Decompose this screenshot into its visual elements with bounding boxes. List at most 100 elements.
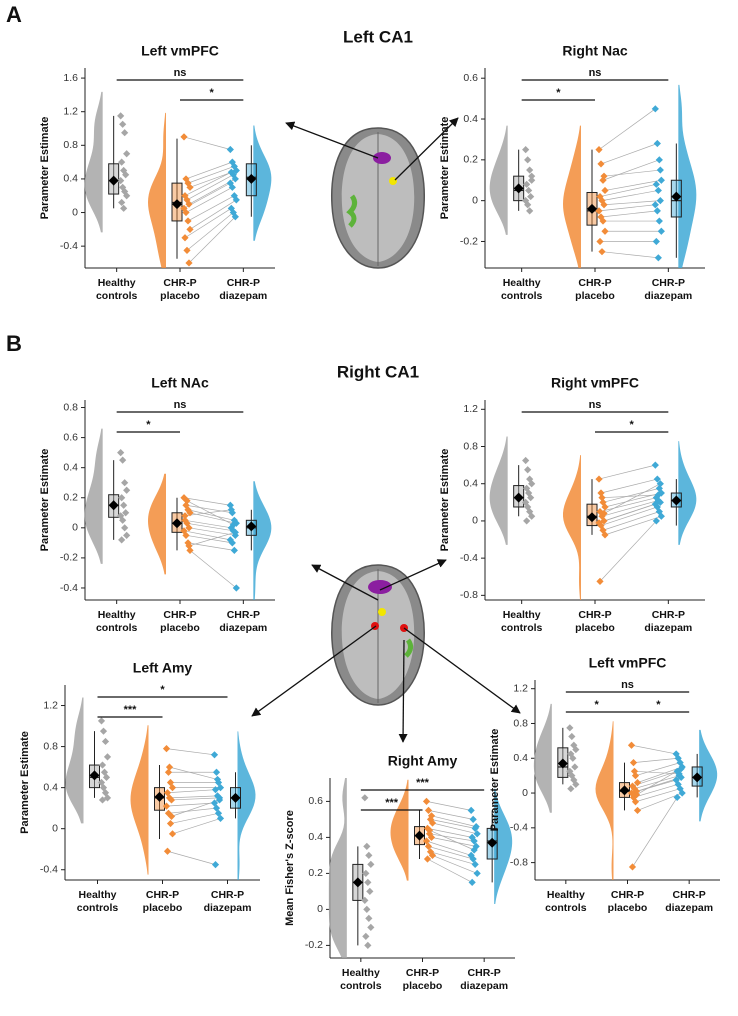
y-tick-label: 0.6 [63,431,78,443]
point [213,775,222,784]
point [657,227,665,235]
point [118,198,126,207]
point [601,227,609,235]
mean [89,770,100,781]
point [103,753,112,761]
point [117,177,125,185]
point [120,501,128,509]
point [528,512,536,520]
y-tick-label: 0.4 [513,752,528,764]
paired-line [189,512,237,524]
point [180,494,188,502]
point [362,932,370,940]
y-tick-label: -0.4 [60,240,78,252]
paired-line [599,497,657,512]
point [526,207,534,215]
point [627,789,636,797]
point [523,484,531,492]
brain-image [331,564,425,706]
paired-line [598,204,656,212]
point [166,819,175,828]
point [183,497,191,505]
x-tick-label: CHR-P [468,967,501,979]
y-tick-label: 0.8 [513,717,528,729]
chart-title: Right Nac [562,43,628,59]
mean [352,877,363,888]
paired-line [167,789,216,794]
violin [563,125,581,268]
paired-line [637,792,683,811]
paired-line [599,520,657,582]
mean [587,203,597,214]
paired-line [185,534,233,544]
violin [563,455,581,600]
point [232,584,240,592]
y-tick-label: -0.8 [460,589,478,601]
point [653,503,661,511]
y-tick-label: -0.4 [460,552,478,564]
point [119,456,127,464]
point [212,768,221,776]
paired-line [637,766,683,783]
mean [154,791,165,802]
point [100,768,109,776]
point [472,823,480,831]
point [120,204,128,212]
paired-line [633,784,679,798]
point [103,794,112,802]
point [165,763,174,771]
paired-line [430,851,476,865]
violin [253,481,272,600]
x-tick-label: CHR-P [652,277,685,289]
paired-line [185,161,233,180]
point [528,176,536,184]
violin [678,84,697,268]
point [655,156,663,164]
x-tick-label: Healthy [342,967,380,979]
mean [108,175,119,186]
paired-line [167,850,216,865]
point [422,797,431,805]
point [600,201,608,209]
paired-line [166,802,215,807]
paired-line [431,815,477,827]
violin [148,112,166,268]
y-tick-label: 1.2 [513,682,528,694]
point [572,780,580,788]
point [657,512,665,520]
chart-title: Left Amy [133,660,193,676]
x-tick-label: Healthy [503,609,541,621]
point [595,207,603,215]
point [473,869,481,877]
point [363,905,371,913]
paired-line [171,797,220,801]
paired-line [598,464,656,480]
point [228,539,236,547]
paired-line [429,833,475,842]
point [361,794,369,802]
y-tick-label: 0 [72,522,78,534]
point [428,819,437,827]
point [601,503,609,511]
point [524,466,532,474]
paired-line [188,531,236,547]
paired-line [600,143,658,165]
point [186,509,194,517]
x-tick-label: CHR-P [578,277,611,289]
point [425,826,434,834]
mean [671,495,682,506]
point [601,531,609,539]
x-tick-label: diazepam [219,622,267,634]
point [123,150,131,158]
point [597,489,605,497]
point [653,139,661,148]
x-tick-label: CHR-P [211,889,244,901]
point [117,112,125,120]
point [99,784,108,792]
y-axis-label: Parameter Estimate [19,731,31,834]
y-tick-label: 0.4 [63,461,78,473]
point [467,851,475,859]
point [522,146,530,154]
point [102,773,111,781]
point [654,496,662,505]
